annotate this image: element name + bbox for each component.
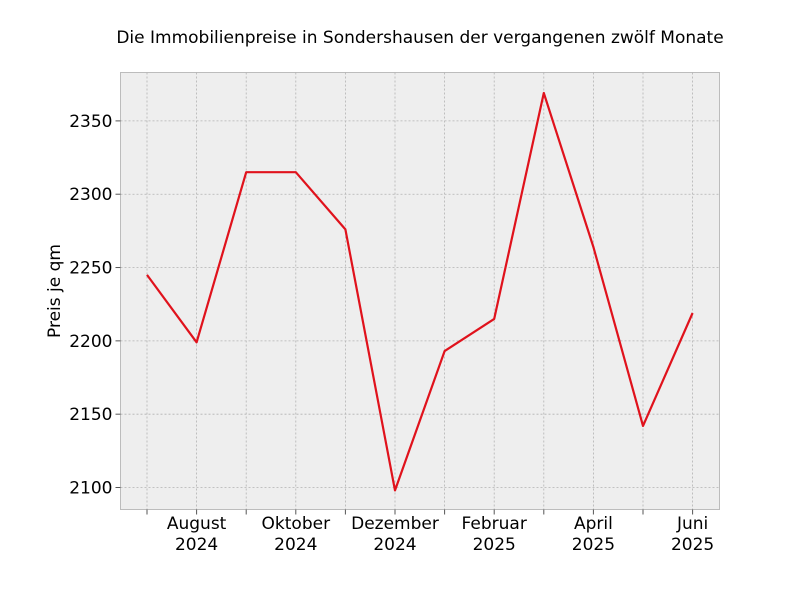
y-axis-label: Preis je qm (45, 244, 65, 338)
y-tick-label: 2200 (69, 332, 112, 352)
series-group (146, 91, 694, 492)
x-tick-label-month: August (167, 514, 227, 534)
x-tick-label-month: Oktober (262, 514, 331, 534)
x-tick-label-year: 2025 (473, 535, 516, 555)
x-axis: August2024Oktober2024Dezember2024Februar… (146, 509, 714, 555)
x-tick-label-year: 2025 (572, 535, 615, 555)
y-tick-label: 2300 (69, 185, 112, 205)
y-tick-label: 2150 (69, 405, 112, 425)
x-tick-label-month: Dezember (351, 514, 439, 534)
x-tick-label-year: 2024 (373, 535, 416, 555)
chart-title: Die Immobilienpreise in Sondershausen de… (116, 28, 723, 48)
x-tick-label-month: Februar (462, 514, 527, 534)
plot-area (120, 72, 720, 510)
x-tick-label-month: April (574, 514, 613, 534)
series-line (146, 91, 694, 492)
y-tick-label: 2100 (69, 479, 112, 499)
y-tick-label: 2250 (69, 259, 112, 279)
y-axis: 2100 2150 2200 2250 2300 2350 (69, 112, 121, 499)
x-tick-label-year: 2024 (274, 535, 317, 555)
x-tick-label-month: Juni (676, 514, 708, 534)
y-tick-label: 2350 (69, 112, 112, 132)
grid-lines (120, 72, 720, 510)
x-tick-label-year: 2025 (671, 535, 714, 555)
x-tick-label-year: 2024 (175, 535, 218, 555)
